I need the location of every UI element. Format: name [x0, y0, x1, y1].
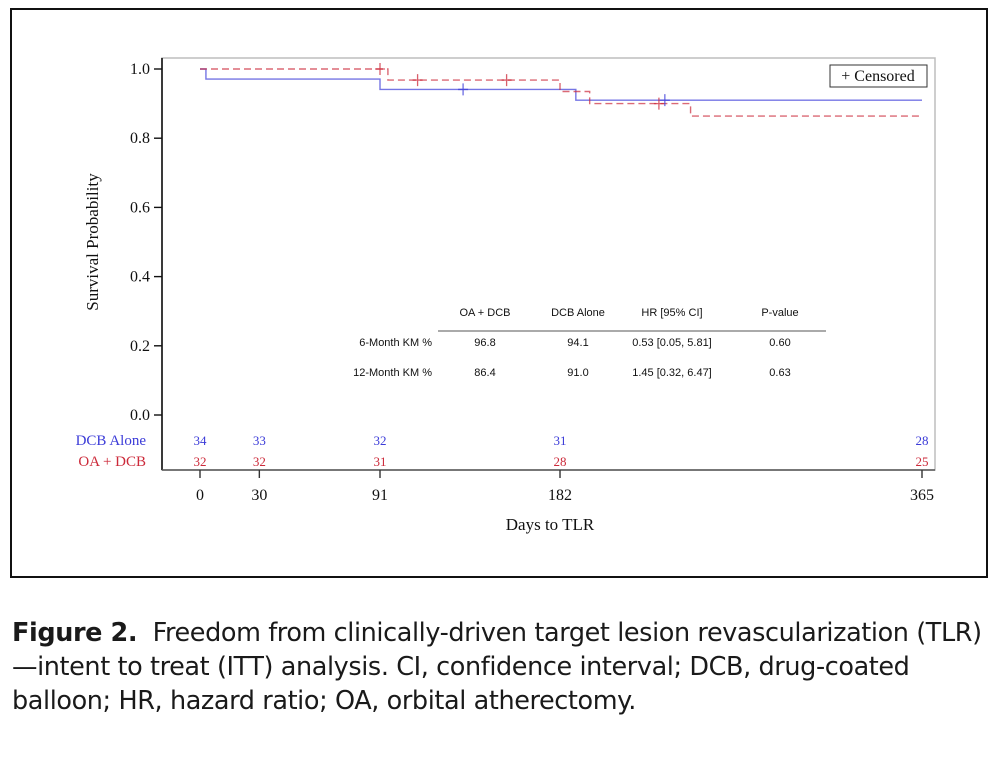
censor-mark [501, 74, 512, 87]
stats-cell: 94.1 [567, 337, 588, 349]
stats-header: OA + DCB [459, 307, 510, 319]
stats-table: OA + DCB DCB Alone HR [95% CI] P-value 6-Mon… [353, 307, 826, 379]
x-tick-label: 182 [548, 487, 572, 504]
stats-header: P-value [761, 307, 798, 319]
caption-text: Freedom from clinically-driven target le… [12, 618, 982, 716]
risk-count: 32 [253, 454, 266, 469]
y-tick-label: 0.4 [130, 269, 150, 286]
km-chart: 0.0 0.2 0.4 0.6 0.8 1.0 0 30 91 182 365 DCB Alone… [76, 57, 936, 534]
censor-mark [659, 94, 670, 107]
stats-cell: 91.0 [567, 367, 588, 379]
y-tick-label: 0.0 [130, 407, 150, 424]
risk-count: 31 [374, 454, 387, 469]
curves [200, 68, 922, 117]
x-ticks: 0 30 91 182 365 [196, 470, 934, 504]
x-tick-label: 0 [196, 487, 204, 504]
km-curve-oa-dcb [200, 68, 922, 117]
stats-header: HR [95% CI] [641, 307, 702, 319]
plot-box [161, 57, 936, 471]
y-axis-title: Survival Probability [83, 173, 102, 311]
stats-header: DCB Alone [551, 307, 605, 319]
x-axis-title: Days to TLR [506, 515, 595, 534]
censor-mark [653, 97, 664, 110]
km-curve-dcb-alone [200, 68, 922, 101]
legend-box [829, 64, 928, 88]
risk-count: 34 [194, 433, 208, 448]
y-tick-label: 0.6 [130, 199, 150, 216]
risk-count: 25 [916, 454, 929, 469]
stats-cell: 0.60 [769, 337, 790, 349]
stats-row-label: 6-Month KM % [359, 337, 432, 349]
figure-caption: Figure 2. Freedom from clinically-driven… [12, 616, 997, 718]
censor-mark [412, 74, 423, 87]
stats-cell: 0.63 [769, 367, 790, 379]
risk-count: 32 [374, 433, 387, 448]
y-tick-label: 0.2 [130, 338, 150, 355]
x-tick-label: 365 [910, 487, 934, 504]
stats-row-label: 12-Month KM % [353, 367, 432, 379]
y-ticks: 0.0 0.2 0.4 0.6 0.8 1.0 [130, 61, 162, 424]
risk-count: 28 [554, 454, 567, 469]
risk-row-label: OA + DCB [78, 454, 146, 470]
risk-count: 31 [554, 433, 567, 448]
risk-count: 28 [916, 433, 929, 448]
figure-frame [10, 8, 988, 578]
y-tick-label: 1.0 [130, 61, 150, 78]
censor-mark [375, 63, 386, 75]
figure-label: Figure 2. [12, 618, 138, 648]
stats-cell: 96.8 [474, 337, 495, 349]
stats-cell: 1.45 [0.32, 6.47] [632, 367, 712, 379]
x-tick-label: 91 [372, 487, 388, 504]
censor-mark [458, 83, 469, 96]
legend: + Censored [829, 64, 928, 88]
legend-censored-label: + Censored [841, 68, 914, 85]
plot-area [161, 57, 936, 471]
stats-cell: 86.4 [474, 367, 495, 379]
y-tick-label: 0.8 [130, 130, 150, 147]
risk-count: 33 [253, 433, 266, 448]
stats-cell: 0.53 [0.05, 5.81] [632, 337, 712, 349]
risk-row-label: DCB Alone [76, 433, 147, 449]
risk-count: 32 [194, 454, 207, 469]
censor-marks [375, 63, 670, 110]
x-tick-label: 30 [251, 487, 267, 504]
risk-table: DCB Alone 34 33 32 31 28 OA + DCB 32 32 31 28 25 [76, 433, 929, 470]
